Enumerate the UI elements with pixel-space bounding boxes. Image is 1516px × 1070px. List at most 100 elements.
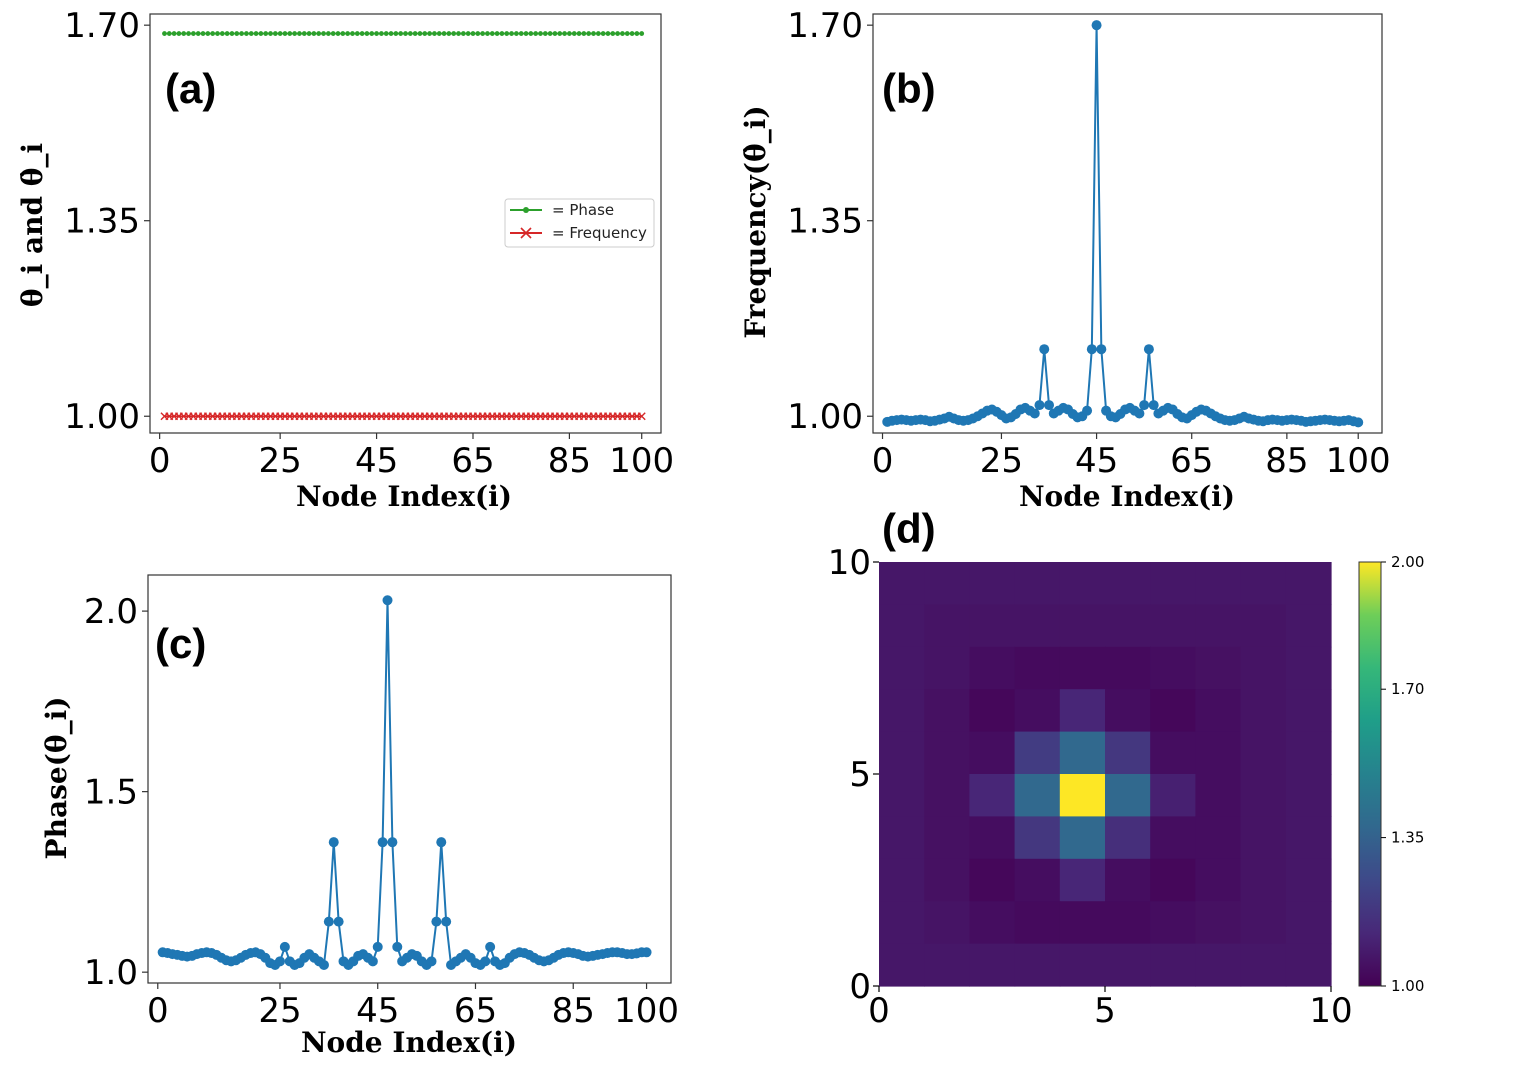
panel-c-xtick-label: 100: [614, 991, 679, 1031]
series-phase-point: [378, 31, 384, 36]
series-frequency-point: [1096, 344, 1107, 355]
heatmap-cell: [1195, 816, 1242, 860]
panel-b-ytick-label: 1.70: [787, 6, 863, 46]
series-phase-point: [470, 31, 476, 36]
series-phase-point: [547, 31, 553, 36]
panel-a-xlabel: Node Index(i): [296, 480, 512, 513]
series-phase-point: [292, 31, 298, 36]
series-phase-point: [382, 595, 393, 606]
panel-a-legend-box: [504, 198, 655, 248]
series-phase-point: [350, 31, 355, 36]
heatmap-cell: [1240, 646, 1287, 690]
series-frequency-point: [1086, 344, 1097, 355]
heatmap-cell: [1240, 562, 1287, 605]
series-phase-point: [436, 837, 447, 848]
heatmap-cell: [1150, 604, 1196, 648]
heatmap-cell: [1195, 858, 1242, 902]
series-phase-point: [377, 837, 388, 848]
series-phase-point: [615, 31, 621, 36]
series-frequency-point: [637, 412, 646, 421]
series-phase-point: [523, 31, 529, 36]
heatmap-cell: [1285, 562, 1332, 605]
heatmap-cell: [1059, 816, 1106, 860]
series-phase-point: [354, 31, 360, 36]
series-frequency-point: [1353, 417, 1364, 428]
series-phase-point: [610, 31, 616, 36]
series-phase-point: [620, 31, 625, 36]
series-phase-point: [345, 31, 351, 36]
heatmap-cell: [1150, 858, 1196, 902]
series-phase-point: [634, 31, 640, 36]
heatmap-cell: [1059, 774, 1106, 817]
series-frequency-point: [1134, 408, 1145, 419]
legend-phase-label: = Phase: [552, 201, 614, 219]
panel-c-xtick-label: 85: [552, 991, 595, 1031]
heatmap-cell: [1240, 901, 1287, 945]
heatmap-cell: [879, 604, 925, 648]
series-phase-point: [274, 956, 285, 967]
panel-a-xtick-label: 45: [355, 441, 398, 481]
series-phase-point: [258, 31, 264, 36]
heatmap-cell: [1014, 901, 1061, 945]
panel-a-series: [160, 31, 646, 421]
series-phase-point: [513, 31, 519, 36]
heatmap-cell: [1014, 689, 1061, 733]
series-phase-point: [639, 31, 645, 36]
series-phase-point: [629, 31, 635, 36]
series-phase-point: [323, 916, 334, 927]
heatmap-cell: [1059, 689, 1106, 733]
heatmap-cell: [879, 943, 925, 987]
panel-c-xtick-label: 45: [356, 991, 399, 1031]
series-phase-point: [272, 31, 278, 36]
heatmap-cell: [1240, 689, 1287, 733]
series-phase-point: [591, 31, 596, 36]
heatmap-cell: [1150, 731, 1196, 775]
heatmap-cell: [1059, 858, 1106, 902]
heatmap-cell: [1014, 943, 1061, 987]
series-phase-point: [576, 31, 582, 36]
series-frequency-point: [1091, 20, 1102, 31]
heatmap-cell: [1285, 943, 1332, 987]
series-phase-point: [600, 31, 606, 36]
heatmap-cell: [1059, 943, 1106, 987]
heatmap-cell: [1240, 731, 1287, 775]
series-phase-point: [162, 31, 167, 36]
series-phase-point: [641, 947, 652, 958]
heatmap-cell: [1195, 774, 1242, 817]
series-phase-point: [166, 31, 172, 36]
heatmap-cell: [1014, 816, 1061, 860]
heatmap-cell: [924, 901, 970, 945]
series-phase-point: [542, 31, 548, 36]
series-phase-point: [441, 916, 452, 927]
series-frequency-point: [1148, 400, 1159, 411]
series-phase-point: [480, 31, 486, 36]
panel-b-ytick-label: 1.00: [787, 397, 863, 437]
heatmap-cell: [879, 774, 925, 817]
heatmap-cell: [879, 731, 925, 775]
series-phase-point: [480, 956, 491, 967]
series-phase-point: [567, 31, 572, 36]
panel-b: 0 25 45 65 85 100 1.00 1.35 1.70 (b) Node Index(…: [739, 6, 1391, 513]
panel-c-ytick-label: 1.5: [84, 773, 138, 813]
series-phase-point: [552, 31, 558, 36]
panel-d-ytick-label: 0: [849, 967, 871, 1007]
series-phase-point: [499, 31, 505, 36]
series-frequency-point: [1044, 400, 1055, 411]
series-frequency-point: [1139, 400, 1150, 411]
series-phase-point: [316, 31, 322, 36]
series-phase-point: [253, 31, 259, 36]
series-phase-point: [359, 31, 365, 36]
panel-b-ylabel: Frequency(θ̇_i): [739, 105, 772, 338]
heatmap-cell: [1195, 562, 1242, 605]
colorbar-ticks: 1.00 1.35 1.70 2.00: [1381, 553, 1424, 995]
series-phase-point: [485, 31, 490, 36]
series-phase-point: [171, 31, 177, 36]
series-phase-point: [436, 31, 442, 36]
series-phase-point: [624, 31, 630, 36]
series-phase-point: [325, 31, 331, 36]
series-frequency-point: [1034, 400, 1045, 411]
series-phase-point: [195, 31, 201, 36]
heatmap-cell: [969, 689, 1016, 733]
series-frequency-point: [1029, 408, 1040, 419]
